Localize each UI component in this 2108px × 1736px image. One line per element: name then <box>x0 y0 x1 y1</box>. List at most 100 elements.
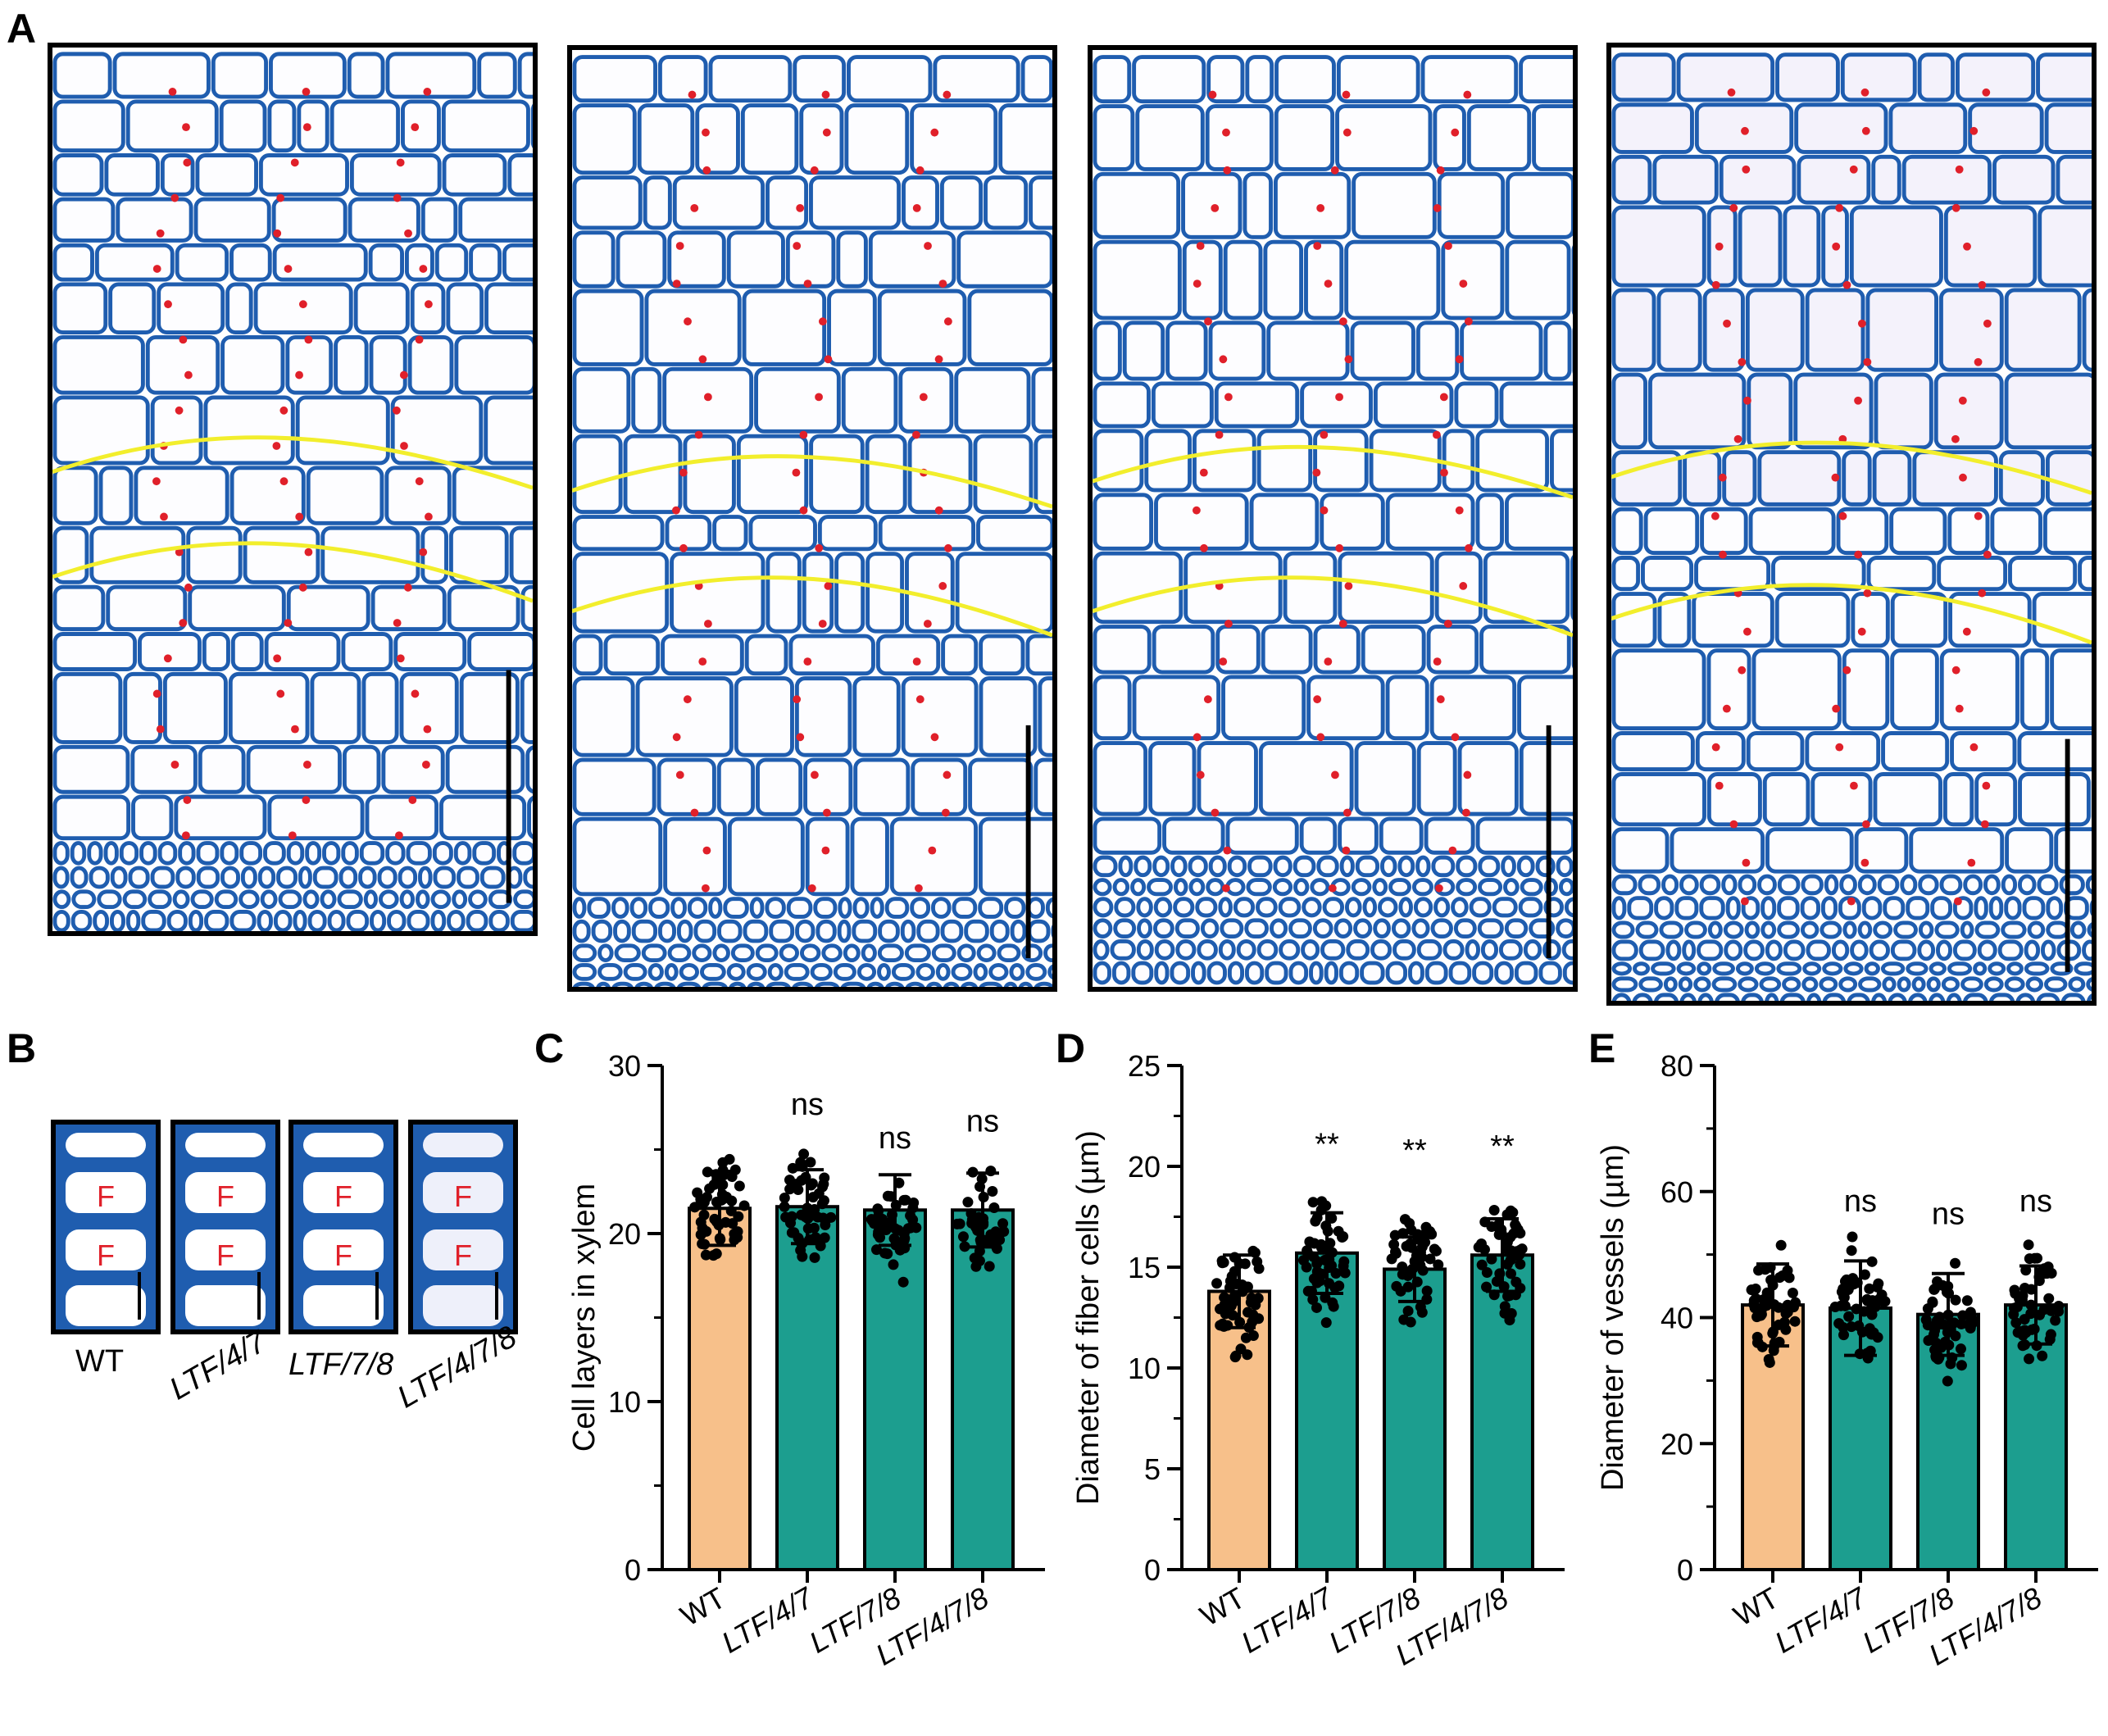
xylem-cell <box>1391 918 1411 939</box>
xylem-cell <box>1715 993 1740 1001</box>
xylem-cell <box>1093 675 1132 741</box>
cell-marker-dot <box>803 657 812 666</box>
xylem-cell <box>1205 104 1274 171</box>
cell-markers <box>1711 88 1992 906</box>
cell-marker-dot <box>822 808 831 817</box>
cell-marker-dot <box>1342 128 1352 137</box>
xylem-cell <box>702 981 728 987</box>
cell-marker-dot <box>1223 166 1232 175</box>
xylem-cell <box>527 795 533 839</box>
xylem-cell <box>631 919 658 943</box>
xylem-cell <box>1362 897 1378 918</box>
cell-marker-dot <box>672 279 681 288</box>
cell-marker-dot <box>164 300 172 309</box>
cell-marker-dot <box>1465 543 1473 552</box>
data-point <box>871 1244 883 1256</box>
xylem-cell <box>648 897 670 919</box>
data-point <box>957 1231 969 1243</box>
xylem-cell <box>2015 993 2035 1001</box>
bar <box>863 1208 927 1572</box>
xylem-cell <box>813 897 838 919</box>
data-point <box>1942 1375 1953 1387</box>
data-point <box>878 1221 889 1233</box>
x-tick-label: LTF/4/7 <box>716 1579 820 1659</box>
xylem-cell <box>1611 827 1670 874</box>
data-point <box>1868 1327 1879 1338</box>
xylem-cell <box>52 153 104 197</box>
xylem-cell <box>484 395 533 466</box>
cell-marker-dot <box>1335 543 1344 552</box>
cell-marker-dot <box>408 796 417 804</box>
xylem-cell <box>2025 976 2044 993</box>
xylem-cell <box>1498 939 1523 961</box>
xylem-cell <box>1451 897 1469 918</box>
xylem-cell <box>572 757 656 816</box>
xylem-cell <box>815 981 840 987</box>
xylem-cell <box>1173 878 1188 897</box>
data-point <box>1780 1308 1792 1320</box>
xylem-cell <box>2027 920 2046 939</box>
xylem-cell <box>635 676 734 757</box>
cell-marker-dot <box>291 725 299 734</box>
xylem-cell <box>52 334 145 395</box>
xylem-cell <box>891 963 915 981</box>
xylem-cell <box>393 632 467 671</box>
xylem-cell <box>2082 288 2092 372</box>
xylem-cell <box>1034 434 1052 515</box>
xylem-cell <box>1457 741 1519 816</box>
xylem-cell <box>452 889 468 910</box>
data-point <box>1252 1256 1263 1267</box>
xylem-cell <box>1456 855 1478 878</box>
cell-marker-dot <box>1455 355 1464 364</box>
xylem-cell <box>1928 993 1946 1001</box>
xylem-cell <box>1652 154 1719 205</box>
xylem-cell <box>52 395 150 466</box>
cell-marker-dot <box>701 884 710 893</box>
xylem-cell <box>1711 976 1738 993</box>
fiber-cell-label: F <box>334 1179 352 1213</box>
cell-marker-dot <box>683 695 692 704</box>
xylem-cell <box>1472 961 1494 985</box>
xylem-cell <box>572 289 644 366</box>
xylem-cell <box>1110 939 1136 961</box>
xylem-cell <box>1523 939 1542 961</box>
xylem-cell <box>1973 961 1988 976</box>
data-point <box>1316 1196 1328 1207</box>
data-point <box>2019 1314 2030 1325</box>
xylem-cell <box>1657 592 1692 648</box>
xylem-cell <box>1338 816 1379 855</box>
cell-marker-dot <box>679 543 688 552</box>
xylem-cell <box>1373 918 1391 939</box>
cell-marker-dot <box>915 166 925 175</box>
cell-marker-dot <box>424 300 433 309</box>
xylem-cell <box>1244 918 1270 939</box>
cell-marker-dot <box>818 317 827 326</box>
boundary-line-upper <box>52 435 533 490</box>
fiber-cell <box>423 1172 503 1213</box>
xylem-cell <box>141 910 166 931</box>
cell-marker-dot <box>421 760 430 769</box>
cell-marker-dot <box>1740 897 1749 906</box>
xylem-cell <box>1299 816 1338 855</box>
xylem-cell <box>2008 556 2078 592</box>
xylem-cell <box>329 99 401 153</box>
xylem-cell <box>1760 896 1777 920</box>
xylem-cell <box>747 981 765 987</box>
xylem-cell <box>1990 507 2042 556</box>
cell-marker-dot <box>152 689 161 698</box>
cell-marker-dot <box>1832 242 1841 251</box>
xylem-cell <box>1820 920 1842 939</box>
xylem-cell <box>756 757 803 816</box>
cell-marker-dot <box>1342 808 1352 817</box>
cell-marker-dot <box>1330 166 1339 175</box>
cell-marker-dot <box>1223 846 1232 855</box>
xylem-cell <box>1724 939 1743 961</box>
cell-marker-dot <box>1951 203 1960 212</box>
cell-marker-dot <box>1967 858 1976 867</box>
data-point <box>779 1201 790 1212</box>
cell-marker-dot <box>934 506 943 515</box>
cell-marker-dot <box>822 128 831 137</box>
cell-marker-dot <box>1974 357 1983 366</box>
fiber-cell <box>66 1285 146 1326</box>
cell-marker-dot <box>1727 88 1736 97</box>
